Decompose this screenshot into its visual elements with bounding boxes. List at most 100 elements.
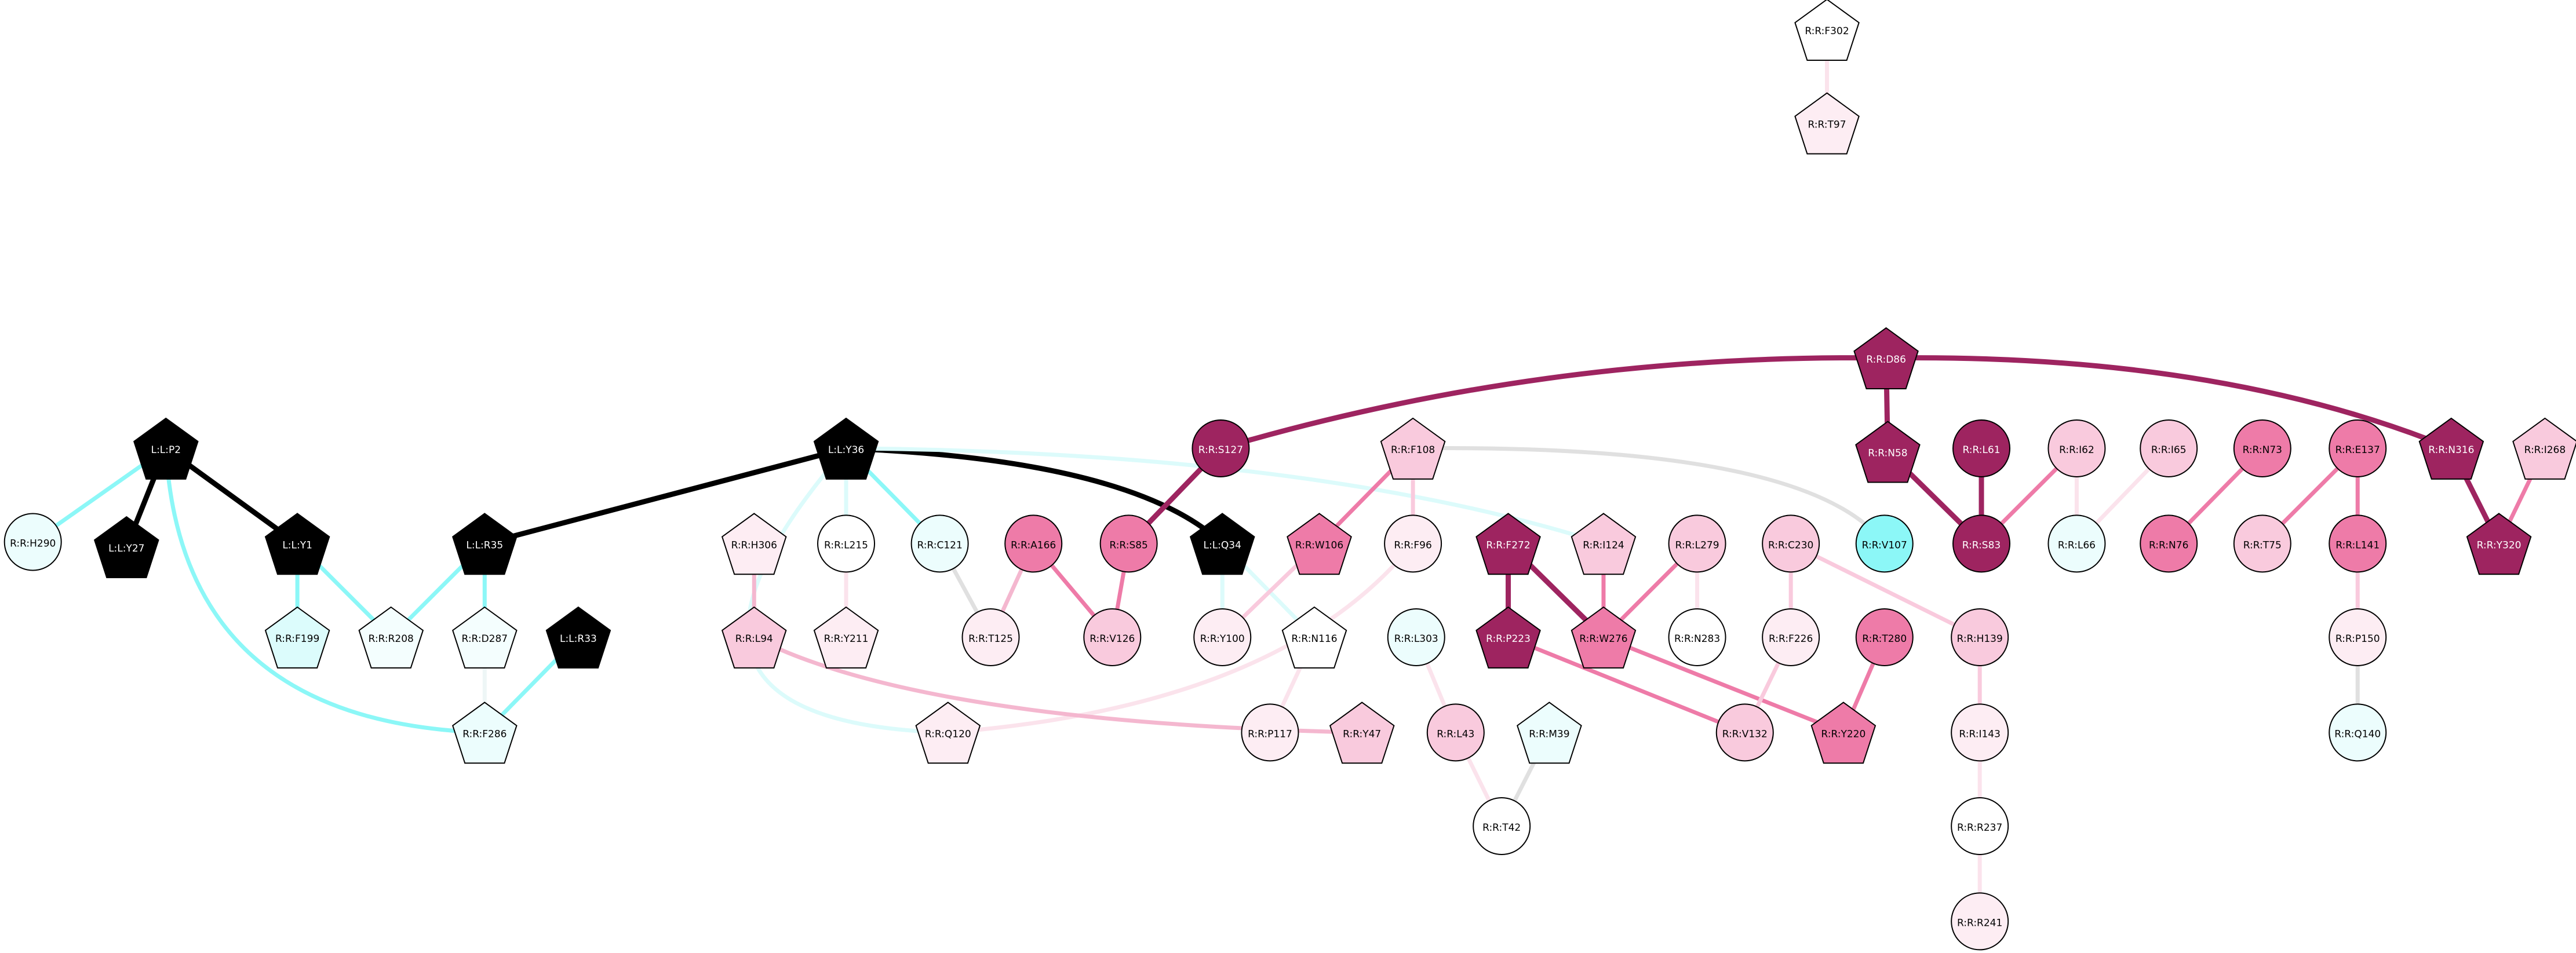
node: L:L:R33 [545, 606, 611, 669]
node-label: R:R:L66 [2058, 539, 2096, 551]
node: R:R:N58 [1855, 421, 1921, 483]
node-label: R:R:I268 [2524, 444, 2566, 456]
node-circle [1083, 608, 1142, 666]
node-label: R:R:S85 [1109, 539, 1147, 551]
node-circle [1951, 608, 2009, 666]
node-circle [2047, 419, 2106, 477]
node-label: R:R:Y220 [1821, 728, 1865, 740]
node-label: R:R:R241 [1957, 917, 2002, 929]
node-label: R:R:T280 [1862, 633, 1907, 645]
edge [1790, 542, 1981, 640]
node-label: R:R:Q120 [925, 728, 971, 740]
node-label: R:R:F199 [275, 633, 319, 645]
node-label: R:R:D86 [1866, 354, 1906, 366]
node-pentagon [264, 606, 330, 669]
node-pentagon [1571, 513, 1637, 575]
node-label: R:R:H306 [731, 539, 777, 551]
node-label: R:R:V132 [1722, 728, 1768, 740]
node-label: R:R:Q140 [2334, 728, 2381, 740]
node-label: R:R:I124 [1583, 539, 1624, 551]
node-label: R:R:Y320 [2477, 539, 2522, 551]
node-label: R:R:L61 [1962, 444, 2000, 456]
node: R:R:W276 [1571, 606, 1637, 669]
node-label: L:L:Q34 [1204, 539, 1241, 551]
edge [163, 448, 485, 735]
node: R:R:Q120 [915, 702, 981, 764]
node-label: R:R:L141 [2335, 539, 2380, 551]
node-pentagon [1571, 606, 1637, 669]
edge [1507, 635, 1746, 735]
node-pentagon [1281, 606, 1347, 669]
node: R:R:S85 [1099, 514, 1158, 573]
node: R:R:F286 [452, 702, 518, 764]
node-label: R:R:N283 [1674, 633, 1720, 645]
node-label: R:R:T75 [2243, 539, 2282, 551]
node: R:R:F302 [1794, 0, 1860, 61]
node: L:L:Y27 [93, 516, 159, 578]
node-circle [1668, 608, 1726, 666]
node-pentagon [1794, 0, 1860, 61]
node-pentagon [452, 606, 518, 669]
node-pentagon [358, 606, 424, 669]
node: R:R:Y220 [1810, 702, 1877, 764]
node: R:R:N316 [2418, 417, 2484, 480]
node-circle [2047, 514, 2106, 573]
node-label: R:R:F96 [1394, 539, 1431, 551]
node: R:R:R208 [358, 606, 424, 669]
node-label: R:R:H139 [1957, 633, 2003, 645]
node: R:R:Y211 [813, 606, 879, 669]
node-circle [1952, 514, 2011, 573]
node-pentagon [2512, 417, 2576, 480]
edge [948, 542, 1415, 735]
node-label: R:R:R237 [1957, 822, 2002, 834]
node: R:R:C230 [1762, 514, 1820, 573]
node: R:R:S83 [1952, 514, 2011, 573]
node-label: R:R:V126 [1090, 633, 1135, 645]
node: R:R:Y320 [2466, 513, 2532, 575]
node-circle [1473, 797, 1531, 856]
node-pentagon [452, 513, 518, 575]
node-label: R:R:S127 [1198, 444, 1243, 456]
edge [753, 635, 1362, 735]
edge [484, 446, 847, 546]
node-pentagon [1475, 513, 1541, 575]
node: R:R:Y100 [1193, 608, 1252, 666]
node: R:R:I124 [1571, 513, 1637, 575]
node: L:L:P2 [133, 417, 199, 480]
node-pentagon [1517, 702, 1582, 764]
node: R:R:I268 [2512, 417, 2576, 480]
node: R:R:Q140 [2329, 703, 2387, 762]
node-circle [2233, 514, 2291, 573]
node-pentagon [93, 516, 159, 578]
edge [1413, 446, 1886, 545]
node: R:R:L43 [1426, 703, 1485, 762]
node: R:R:I65 [2140, 419, 2198, 477]
node-label: L:L:Y1 [282, 539, 312, 551]
node: R:R:S127 [1192, 419, 1250, 477]
node-pentagon [1380, 417, 1446, 480]
node-label: R:R:F226 [1769, 633, 1813, 645]
node-pentagon [1287, 513, 1352, 575]
node: L:L:Q34 [1189, 513, 1255, 575]
node-label: R:R:H290 [10, 538, 56, 550]
node-pentagon [813, 417, 879, 480]
node-label: R:R:P150 [2335, 633, 2380, 645]
node: R:R:N73 [2233, 419, 2291, 477]
node-pentagon [1475, 606, 1541, 669]
node: R:R:V126 [1083, 608, 1142, 666]
node: R:R:H139 [1951, 608, 2009, 666]
node: R:R:V107 [1855, 514, 1914, 573]
node: R:R:D287 [452, 606, 518, 669]
node-label: L:L:R33 [560, 633, 597, 645]
node: R:R:L215 [817, 514, 876, 573]
node: R:R:L141 [2329, 514, 2387, 573]
node-pentagon [721, 513, 787, 575]
node: R:R:L61 [1952, 419, 2011, 477]
node-circle [2329, 608, 2387, 666]
node: R:R:F108 [1380, 417, 1446, 480]
node-circle [1193, 608, 1252, 666]
node: R:R:E137 [2329, 419, 2387, 477]
node-circle [1951, 703, 2009, 762]
node-circle [1192, 419, 1250, 477]
node-label: R:R:S83 [1962, 539, 2001, 551]
